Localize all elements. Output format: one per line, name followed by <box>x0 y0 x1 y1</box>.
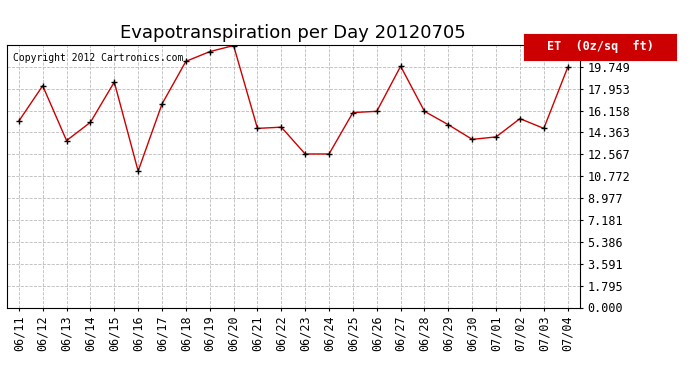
Text: ET  (0z/sq  ft): ET (0z/sq ft) <box>547 40 653 53</box>
Text: Copyright 2012 Cartronics.com: Copyright 2012 Cartronics.com <box>12 53 183 63</box>
Title: Evapotranspiration per Day 20120705: Evapotranspiration per Day 20120705 <box>120 24 466 42</box>
